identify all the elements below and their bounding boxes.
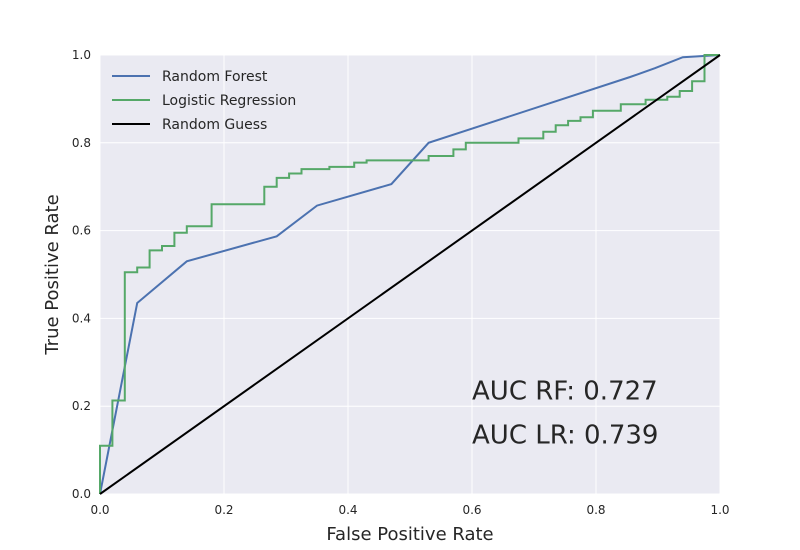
x-tick-label: 0.2: [214, 503, 233, 517]
y-tick-label: 0.0: [72, 487, 91, 501]
legend-label: Logistic Regression: [162, 93, 296, 109]
auc-annotations: AUC RF: 0.727 AUC LR: 0.739: [472, 377, 658, 451]
series-line-random-forest: [99, 54, 721, 495]
series-lines: [99, 54, 721, 495]
y-tick-label: 1.0: [72, 48, 91, 62]
x-tick-label: 0.4: [338, 503, 357, 517]
x-tick-label: 0.8: [586, 503, 605, 517]
x-tick-labels: 0.0 0.2 0.4 0.6 0.8 1.0: [90, 503, 729, 517]
y-tick-label: 0.4: [72, 311, 91, 325]
auc-annotation: AUC RF: 0.727: [472, 377, 658, 407]
series-line-random-guess: [99, 54, 721, 495]
auc-annotation: AUC LR: 0.739: [472, 421, 658, 451]
x-tick-label: 1.0: [710, 503, 729, 517]
x-axis-label: False Positive Rate: [326, 524, 493, 545]
x-tick-label: 0.6: [462, 503, 481, 517]
y-tick-label: 0.8: [72, 136, 91, 150]
legend-label: Random Guess: [162, 117, 267, 133]
y-tick-labels: 0.0 0.2 0.4 0.6 0.8 1.0: [72, 48, 91, 501]
series-line-logistic-regression: [99, 54, 720, 494]
y-axis-label: True Positive Rate: [42, 194, 63, 355]
y-tick-label: 0.2: [72, 399, 91, 413]
y-tick-label: 0.6: [72, 224, 91, 238]
legend-label: Random Forest: [162, 69, 268, 85]
grid-lines: [99, 54, 721, 495]
x-tick-label: 0.0: [90, 503, 109, 517]
legend: Random Forest Logistic Regression Random G…: [112, 69, 296, 133]
